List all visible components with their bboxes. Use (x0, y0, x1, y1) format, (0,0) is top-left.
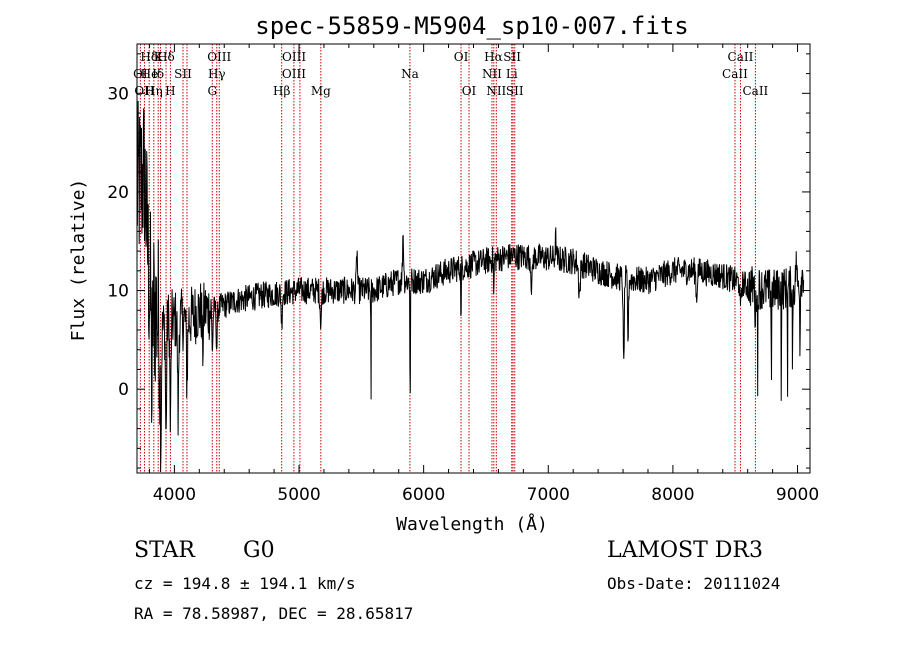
object-class: STAR (134, 538, 195, 563)
x-tick-label: 4000 (153, 485, 196, 505)
line-label: Na (401, 67, 419, 81)
redshift-cz: cz = 194.8 ± 194.1 km/s (134, 574, 356, 593)
line-label: Hβ (273, 84, 290, 98)
spectrum-trace (136, 100, 805, 473)
y-axis-label: Flux (relative) (68, 179, 89, 342)
x-tick-label: 9000 (776, 485, 819, 505)
line-label: OIII (282, 67, 306, 81)
line-label: K (154, 50, 164, 64)
x-tick-label: 8000 (651, 485, 694, 505)
y-tick-label: 0 (118, 380, 129, 400)
x-axis-ticks: 4000 5000 6000 7000 8000 9000 (148, 44, 819, 505)
chart-title: spec-55859-M5904_sp10-007.fits (255, 12, 688, 40)
line-label: SII (503, 50, 521, 64)
line-label: NII (482, 67, 502, 81)
line-label: Iδ (152, 67, 164, 81)
line-label: Hδ (157, 50, 175, 64)
line-label: OI (133, 67, 148, 81)
line-markers (139, 44, 756, 473)
y-tick-label: 10 (107, 282, 129, 302)
plot-frame (136, 43, 811, 474)
line-label: H (165, 84, 175, 98)
line-label: CaII (728, 50, 754, 64)
line-label: OH (134, 84, 154, 98)
subclass: G0 (243, 538, 275, 563)
line-label: Mg (311, 84, 331, 98)
x-tick-label: 7000 (527, 485, 570, 505)
line-label: CaII (742, 84, 768, 98)
line-label: OI (454, 50, 469, 64)
line-label: Hα (484, 50, 503, 64)
y-tick-label: 30 (107, 84, 129, 104)
x-tick-label: 5000 (277, 485, 320, 505)
line-label: OIII (207, 50, 231, 64)
line-label: Hη (145, 84, 163, 98)
line-label: Hδ (140, 50, 158, 64)
y-axis-ticks: 0 10 20 30 (107, 53, 810, 469)
survey-name: LAMOST DR3 (607, 538, 763, 563)
line-label: NII (486, 84, 506, 98)
line-label: CaII (722, 67, 748, 81)
line-label: Hγ (208, 67, 226, 81)
line-label: He (141, 67, 159, 81)
spectrum-trace-group (136, 100, 805, 473)
x-axis-label: Wavelength (Å) (396, 513, 548, 535)
x-tick-label: 6000 (402, 485, 445, 505)
coordinates: RA = 78.58987, DEC = 28.65817 (134, 604, 414, 623)
line-label: G (207, 84, 217, 98)
obs-date: Obs-Date: 20111024 (607, 574, 781, 593)
line-label: OI (462, 84, 477, 98)
y-tick-label: 20 (107, 183, 129, 203)
line-label: OIII (282, 50, 306, 64)
line-label: SII (174, 67, 192, 81)
line-label: SII (506, 84, 524, 98)
line-label: Li (506, 67, 518, 81)
